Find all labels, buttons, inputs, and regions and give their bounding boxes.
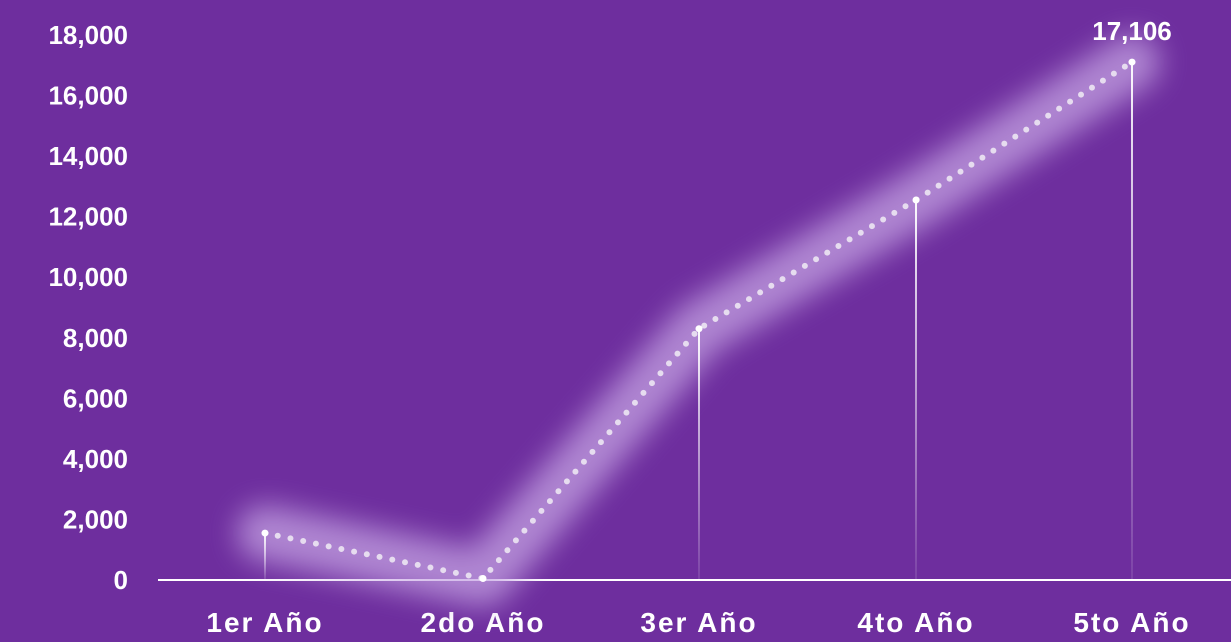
- y-tick-label: 12,000: [48, 202, 128, 232]
- y-tick-label: 14,000: [48, 141, 128, 171]
- drop-line: [698, 328, 700, 580]
- data-labels: 17,106: [1092, 16, 1172, 46]
- x-tick-label: 1er Año: [206, 607, 323, 638]
- x-tick-label: 4to Año: [857, 607, 974, 638]
- data-point: [479, 574, 487, 582]
- y-tick-label: 0: [114, 565, 128, 595]
- y-tick-label: 4,000: [63, 444, 128, 474]
- y-tick-label: 16,000: [48, 81, 128, 111]
- x-tick-label: 5to Año: [1073, 607, 1190, 638]
- drop-line: [1131, 62, 1133, 580]
- data-label: 17,106: [1092, 16, 1172, 46]
- x-tick-label: 3er Año: [640, 607, 757, 638]
- y-tick-label: 8,000: [63, 323, 128, 353]
- data-points: [261, 58, 1136, 582]
- y-tick-label: 2,000: [63, 504, 128, 534]
- y-axis-ticks: 0 2,000 4,000 6,000 8,000 10,000 12,000 14,000 1…: [48, 20, 128, 595]
- y-tick-label: 6,000: [63, 383, 128, 413]
- drop-line: [915, 200, 917, 580]
- y-tick-label: 18,000: [48, 20, 128, 50]
- y-tick-label: 10,000: [48, 262, 128, 292]
- drop-lines: [264, 62, 1133, 580]
- data-point: [695, 325, 703, 333]
- drop-line: [264, 533, 266, 580]
- data-point: [1128, 58, 1136, 66]
- x-axis-ticks: 1er Año 2do Año 3er Año 4to Año 5to Año: [206, 607, 1190, 638]
- x-tick-label: 2do Año: [421, 607, 546, 638]
- data-point: [912, 196, 920, 204]
- data-point: [261, 529, 269, 537]
